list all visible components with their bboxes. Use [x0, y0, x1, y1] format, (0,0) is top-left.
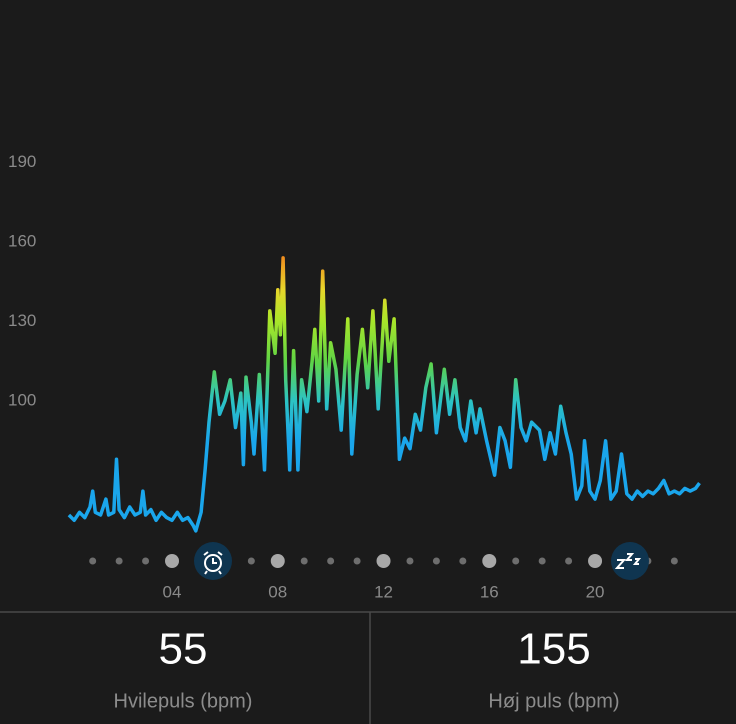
- y-tick-label: 100: [8, 390, 36, 409]
- hour-dot: [353, 557, 361, 565]
- hour-dot: [432, 557, 440, 565]
- sleep-icon: [611, 542, 649, 580]
- hour-dot: [538, 557, 546, 565]
- x-tick-label: 04: [163, 582, 182, 601]
- hour-dots: [89, 554, 678, 568]
- stat-label: Hvilepuls (bpm): [114, 690, 253, 712]
- hour-dot: [247, 557, 255, 565]
- hour-dot: [565, 557, 573, 565]
- x-tick-label: 12: [374, 582, 393, 601]
- x-tick-label: 16: [480, 582, 499, 601]
- x-tick-label: 20: [586, 582, 605, 601]
- wake-icon: [194, 542, 232, 580]
- hour-dot: [270, 554, 285, 568]
- y-tick-label: 190: [8, 152, 36, 171]
- y-tick-label: 160: [8, 231, 36, 250]
- hour-dot: [89, 557, 97, 565]
- hour-dot: [142, 557, 150, 565]
- hour-dot: [482, 554, 497, 568]
- hour-dot: [459, 557, 467, 565]
- hour-dot: [300, 557, 308, 565]
- hour-dot: [588, 554, 603, 568]
- stat-label: Høj puls (bpm): [488, 690, 619, 712]
- hour-dot: [406, 557, 414, 565]
- hour-dot: [376, 554, 391, 568]
- plot: [67, 256, 701, 533]
- heart-rate-line: [67, 256, 701, 533]
- x-tick-label: 08: [268, 582, 287, 601]
- stat-value: 55: [159, 625, 208, 674]
- stat-value: 155: [517, 625, 590, 674]
- y-tick-label: 130: [8, 311, 36, 330]
- hour-dot: [115, 557, 123, 565]
- hour-dot: [670, 557, 678, 565]
- hour-dot: [165, 554, 180, 568]
- hour-dot: [512, 557, 520, 565]
- hour-dot: [327, 557, 335, 565]
